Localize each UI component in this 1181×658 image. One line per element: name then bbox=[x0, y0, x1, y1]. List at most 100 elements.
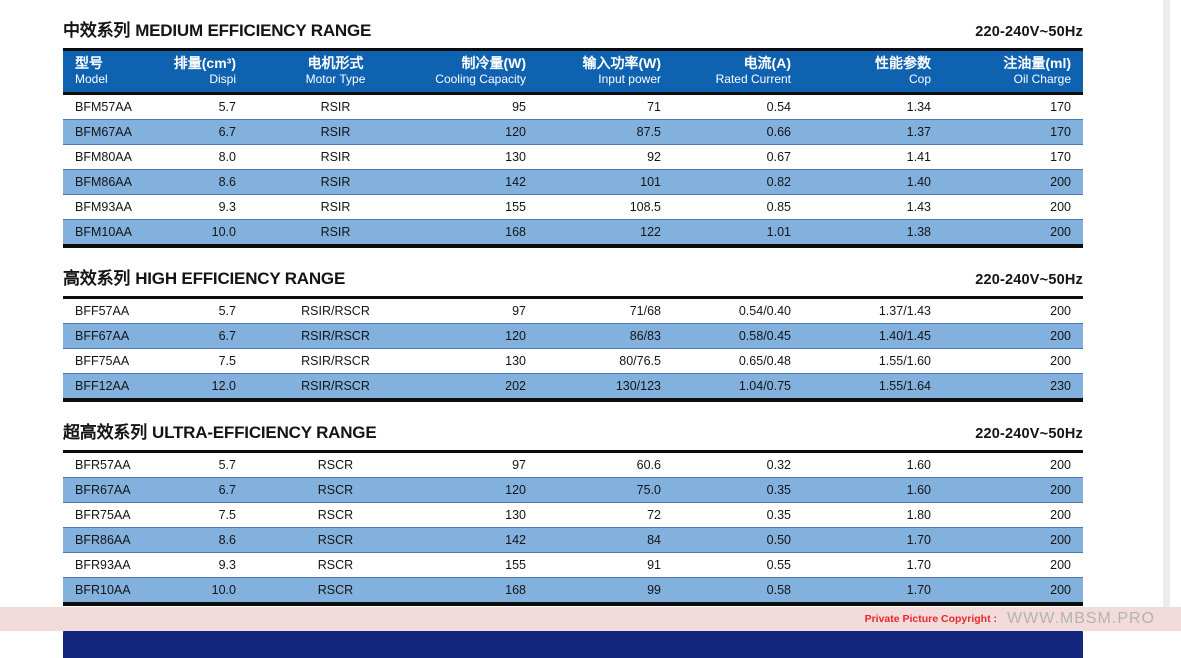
value-cell: 200 bbox=[943, 577, 1083, 605]
value-cell: 120 bbox=[423, 323, 538, 349]
value-cell: 7.5 bbox=[218, 508, 236, 522]
value-cell: 92 bbox=[647, 150, 661, 164]
value-cell: 0.54/0.40 bbox=[738, 304, 791, 318]
table-row: BFR57AA 5.7 RSCR 97 60.6 0.32 1.60 200 bbox=[63, 452, 1083, 478]
value-cell: 130 bbox=[505, 354, 526, 368]
section-title-en: HIGH EFFICIENCY RANGE bbox=[135, 269, 346, 288]
table-row: BFM10AA 10.0 RSIR 168 122 1.01 1.38 200 bbox=[63, 219, 1083, 247]
spec-sections: 中效系列 MEDIUM EFFICIENCY RANGE 220-240V~50H… bbox=[63, 16, 1083, 606]
model-cell: BFF75AA bbox=[75, 354, 130, 368]
value-cell: 1.37/1.43 bbox=[878, 304, 931, 318]
value-cell: 200 bbox=[1050, 558, 1071, 572]
value-cell: 1.55/1.60 bbox=[878, 354, 931, 368]
section-title-zh: 中效系列 bbox=[63, 21, 131, 40]
value-cell: RSCR bbox=[248, 527, 423, 553]
value-cell: 10.0 bbox=[173, 577, 248, 605]
value-cell: 60.6 bbox=[636, 458, 661, 472]
column-header: 输入功率(W) Input power bbox=[538, 48, 673, 95]
value-cell: RSCR bbox=[248, 477, 423, 503]
value-cell: 97 bbox=[512, 304, 526, 318]
section-head: 中效系列 MEDIUM EFFICIENCY RANGE 220-240V~50H… bbox=[63, 16, 1083, 40]
model-cell: BFM10AA bbox=[63, 219, 173, 247]
value-cell: 130/123 bbox=[538, 373, 673, 401]
value-cell: 1.60 bbox=[803, 477, 943, 503]
value-cell: 200 bbox=[943, 169, 1083, 195]
value-cell: 5.7 bbox=[218, 304, 236, 318]
column-header: 型号 Model bbox=[63, 48, 173, 95]
table-row: BFF57AA 5.7 RSIR/RSCR 97 71/68 0.54/0.40 1.37/… bbox=[63, 298, 1083, 324]
value-cell: 168 bbox=[423, 219, 538, 247]
value-cell: 0.58 bbox=[673, 577, 803, 605]
value-cell: 0.82 bbox=[673, 169, 803, 195]
section-head: 高效系列 HIGH EFFICIENCY RANGE 220-240V~50Hz bbox=[63, 264, 1083, 289]
value-cell: 108.5 bbox=[629, 200, 661, 214]
column-header: 电流(A) Rated Current bbox=[673, 48, 803, 95]
spec-sheet-page: 中效系列 MEDIUM EFFICIENCY RANGE 220-240V~50H… bbox=[63, 16, 1083, 658]
model-cell: BFR57AA bbox=[75, 458, 131, 472]
value-cell: 80/76.5 bbox=[619, 354, 661, 368]
value-cell: 1.37 bbox=[803, 119, 943, 145]
table-row: BFR67AA 6.7 RSCR 120 75.0 0.35 1.60 200 bbox=[63, 477, 1083, 503]
value-cell: 97 bbox=[512, 458, 526, 472]
value-cell: 1.34 bbox=[906, 100, 931, 114]
spec-table: BFF57AA 5.7 RSIR/RSCR 97 71/68 0.54/0.40 1.37/… bbox=[63, 296, 1083, 402]
value-cell: 230 bbox=[943, 373, 1083, 401]
section-title: 超高效系列 ULTRA-EFFICIENCY RANGE bbox=[63, 418, 377, 443]
value-cell: 1.70 bbox=[906, 558, 931, 572]
model-cell: BFM93AA bbox=[75, 200, 132, 214]
value-cell: 7.5 bbox=[218, 354, 236, 368]
value-cell: RSCR bbox=[317, 508, 354, 522]
model-cell: BFM67AA bbox=[63, 119, 173, 145]
value-cell: 202 bbox=[423, 373, 538, 401]
value-cell: 9.3 bbox=[218, 200, 236, 214]
model-cell: BFR86AA bbox=[63, 527, 173, 553]
model-cell: BFM86AA bbox=[63, 169, 173, 195]
value-cell: 0.58/0.45 bbox=[673, 323, 803, 349]
value-cell: 1.55/1.64 bbox=[803, 373, 943, 401]
watermark-site: WWW.MBSM.PRO bbox=[1007, 610, 1155, 627]
spec-table-head: 型号 Model 排量(cm³) Dispi 电机形式 Motor Type 制冷量(W) C… bbox=[63, 48, 1083, 95]
spec-table-body: BFM57AA 5.7 RSIR 95 71 0.54 1.34 170 BFM67AA 6.7 R… bbox=[63, 94, 1083, 247]
value-cell: 12.0 bbox=[173, 373, 248, 401]
column-header: 电机形式 Motor Type bbox=[248, 48, 423, 95]
table-row: BFM67AA 6.7 RSIR 120 87.5 0.66 1.37 170 bbox=[63, 119, 1083, 145]
value-cell: 0.67 bbox=[766, 150, 791, 164]
value-cell: 0.32 bbox=[766, 458, 791, 472]
model-cell: BFM57AA bbox=[75, 100, 132, 114]
value-cell: 1.43 bbox=[906, 200, 931, 214]
range-section: 高效系列 HIGH EFFICIENCY RANGE 220-240V~50Hz … bbox=[63, 264, 1083, 402]
value-cell: RSCR bbox=[317, 458, 354, 472]
column-header-en: Model bbox=[75, 72, 108, 86]
value-cell: 155 bbox=[505, 200, 526, 214]
section-title: 高效系列 HIGH EFFICIENCY RANGE bbox=[63, 264, 345, 289]
value-cell: RSIR/RSCR bbox=[301, 354, 370, 368]
column-header-zh: 注油量(ml) bbox=[1003, 55, 1071, 71]
value-cell: 1.70 bbox=[803, 527, 943, 553]
footer-strip: Private Picture Copyright : WWW.MBSM.PRO bbox=[0, 607, 1181, 631]
table-row: BFM93AA 9.3 RSIR 155 108.5 0.85 1.43 200 bbox=[63, 195, 1083, 220]
value-cell: RSIR bbox=[248, 119, 423, 145]
value-cell: 10.0 bbox=[173, 219, 248, 247]
value-cell: 72 bbox=[647, 508, 661, 522]
column-header: 性能参数 Cop bbox=[803, 48, 943, 95]
value-cell: 9.3 bbox=[218, 558, 236, 572]
value-cell: 1.04/0.75 bbox=[673, 373, 803, 401]
value-cell: 0.65/0.48 bbox=[738, 354, 791, 368]
voltage-label: 220-240V~50Hz bbox=[975, 24, 1083, 40]
table-row: BFM57AA 5.7 RSIR 95 71 0.54 1.34 170 bbox=[63, 94, 1083, 120]
column-header-zh: 输入功率(W) bbox=[582, 55, 661, 71]
value-cell: 122 bbox=[538, 219, 673, 247]
value-cell: 1.38 bbox=[803, 219, 943, 247]
value-cell: 1.60 bbox=[906, 458, 931, 472]
value-cell: 200 bbox=[1050, 304, 1071, 318]
value-cell: RSIR bbox=[248, 219, 423, 247]
model-cell: BFM80AA bbox=[75, 150, 132, 164]
spec-table: BFR57AA 5.7 RSCR 97 60.6 0.32 1.60 200 BFR67AA 6.… bbox=[63, 450, 1083, 606]
value-cell: RSIR bbox=[320, 150, 351, 164]
value-cell: 200 bbox=[943, 323, 1083, 349]
value-cell: 1.80 bbox=[906, 508, 931, 522]
value-cell: 120 bbox=[423, 477, 538, 503]
column-header-en: Motor Type bbox=[305, 72, 366, 86]
range-section: 超高效系列 ULTRA-EFFICIENCY RANGE 220-240V~50H… bbox=[63, 418, 1083, 606]
value-cell: 155 bbox=[505, 558, 526, 572]
